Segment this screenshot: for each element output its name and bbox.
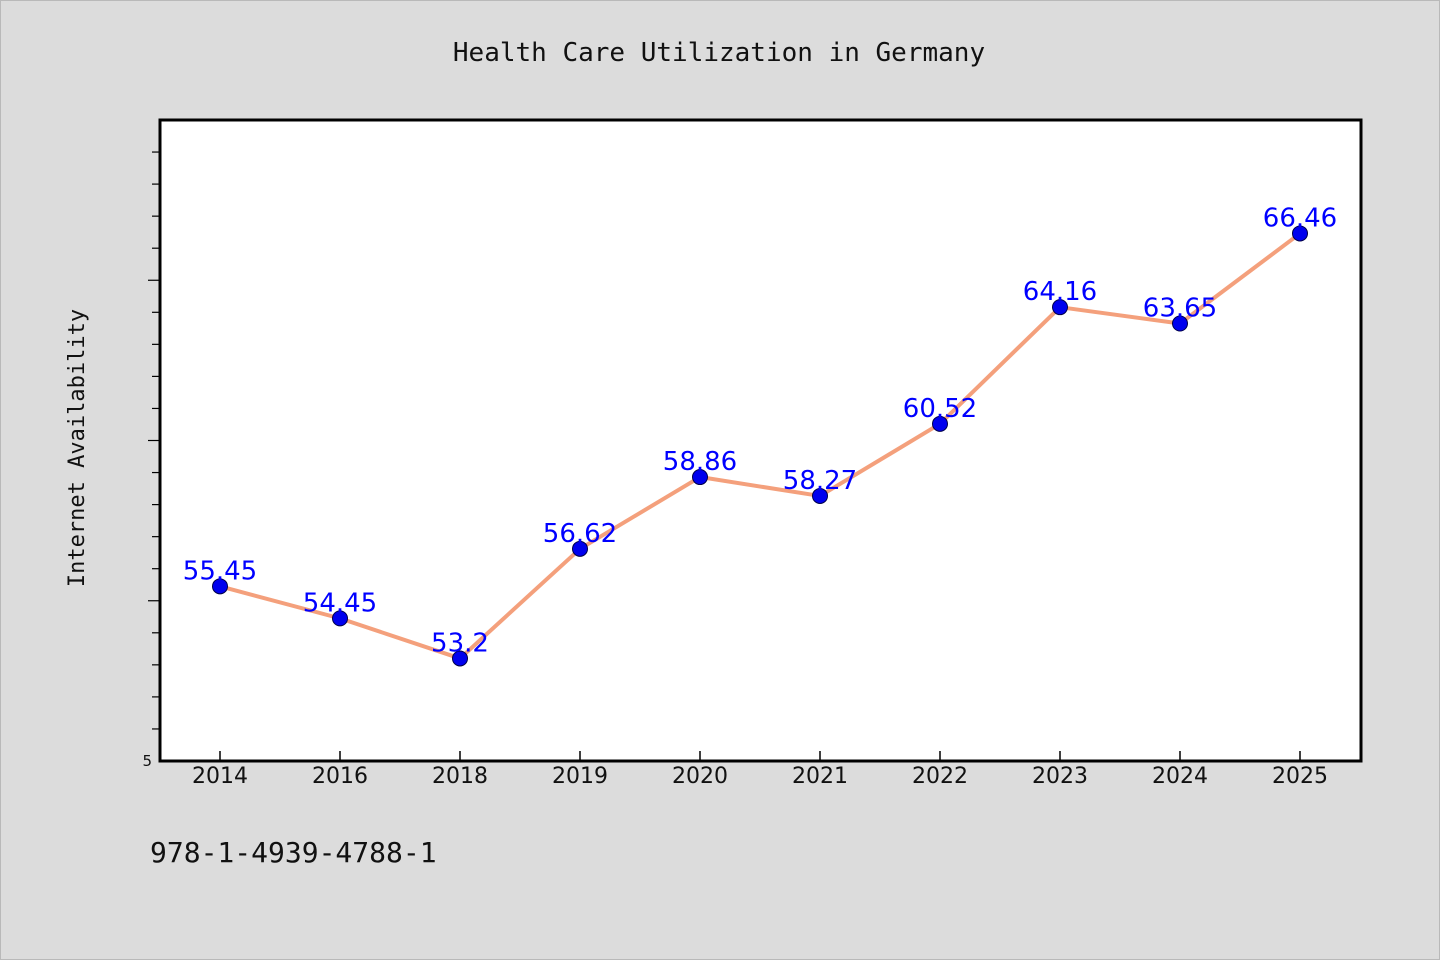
- y-axis-label: Internet Availability: [65, 309, 90, 587]
- data-point: [692, 469, 708, 486]
- data-label: 56.62: [543, 519, 617, 549]
- data-point: [1052, 299, 1068, 316]
- x-tick-label: 2023: [1032, 764, 1088, 789]
- data-label: 60.52: [903, 394, 977, 424]
- data-label: 58.86: [663, 447, 737, 477]
- y-axis-ticks: 5: [142, 151, 160, 770]
- data-label: 64.16: [1023, 277, 1097, 307]
- x-tick-label: 2021: [792, 764, 848, 789]
- x-axis-ticks: 2014 2016 2018 2019 2020 2021 2022 2023 2024 2025: [192, 751, 1328, 789]
- x-tick-label: 2024: [1152, 764, 1208, 789]
- series-group: [212, 225, 1308, 667]
- data-point: [212, 578, 228, 595]
- data-label: 63.65: [1143, 294, 1217, 324]
- x-tick-label: 2025: [1272, 764, 1328, 789]
- plot-area: [158, 118, 1363, 763]
- data-label: 53.2: [431, 628, 489, 658]
- data-label: 54.45: [303, 588, 377, 618]
- x-tick-label: 2019: [552, 764, 608, 789]
- y-tick-label: 5: [142, 752, 152, 770]
- x-tick-label: 2022: [912, 764, 968, 789]
- data-label: 55.45: [183, 556, 257, 586]
- data-label: 58.27: [783, 466, 857, 496]
- data-label: 66.46: [1263, 203, 1337, 233]
- x-tick-label: 2020: [672, 764, 728, 789]
- data-point: [1172, 315, 1188, 332]
- data-point: [332, 610, 348, 627]
- data-point: [812, 487, 828, 504]
- x-tick-label: 2016: [312, 764, 368, 789]
- data-point: [932, 415, 948, 432]
- x-tick-label: 2018: [432, 764, 488, 789]
- series-line: [219, 231, 1302, 661]
- data-point: [572, 540, 588, 557]
- data-labels: 55.45 54.45 53.2 56.62 58.86 58.27 60.52 64.16 6…: [183, 203, 1337, 658]
- data-point: [452, 650, 468, 667]
- data-point: [1292, 225, 1308, 242]
- chart-title: Health Care Utilization in Germany: [453, 38, 985, 68]
- x-tick-label: 2014: [192, 764, 248, 789]
- isbn-footer: 978-1-4939-4788-1: [150, 836, 437, 869]
